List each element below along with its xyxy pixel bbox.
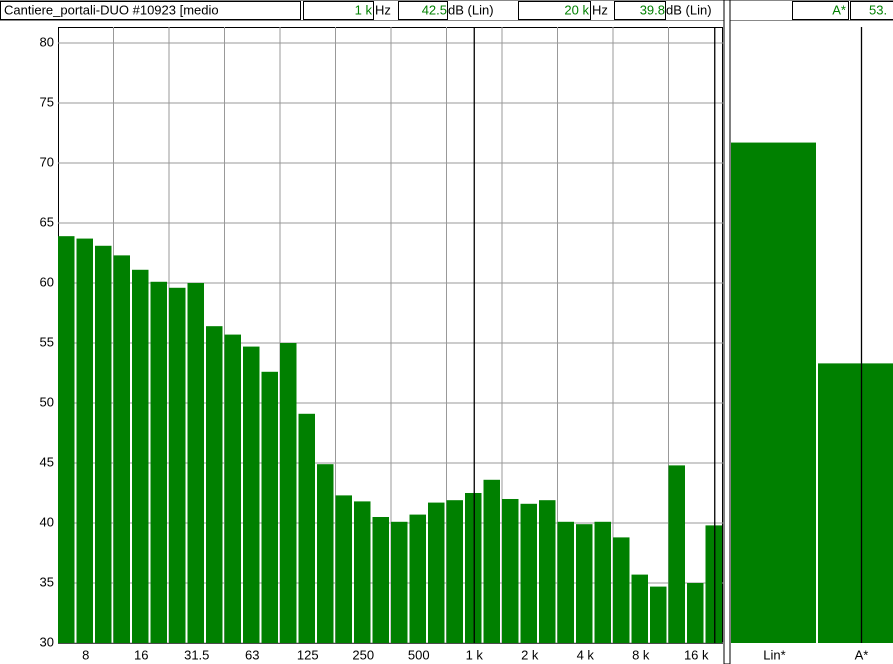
bar [483,479,500,643]
x-tick-label: 63 [245,647,259,662]
x-tick-label: 500 [408,647,430,662]
bar [705,525,722,643]
x-tick-label: 4 k [577,647,595,662]
bar [354,501,371,643]
freq-field [303,1,374,20]
x-tick-label: 8 k [632,647,650,662]
cursor2-freq-unit: Hz [592,2,608,17]
bar [335,495,352,643]
y-tick-label: 65 [40,214,54,229]
x-tick-label: 8 [82,647,89,662]
bar [150,281,167,643]
bar [731,142,816,643]
y-tick-label: 70 [40,154,54,169]
bar [520,503,537,643]
bar [428,502,445,643]
bar [187,282,204,643]
bar [224,334,241,643]
freq-field [518,1,591,20]
bar [465,492,482,643]
bar [502,498,519,643]
bar [631,574,648,643]
bar [818,363,893,643]
x-tick-label: 16 [134,647,148,662]
y-tick-label: 60 [40,274,54,289]
cursor2-level-unit: dB (Lin) [666,2,712,17]
bar [557,521,574,643]
bar [391,521,408,643]
y-tick-label: 35 [40,574,54,589]
level-field [398,1,448,20]
bar [576,524,593,643]
bar [206,326,223,643]
bar [261,371,278,643]
bar [298,413,315,643]
level-field [614,1,666,20]
x-tick-label: 1 k [466,647,484,662]
overall-plot [731,142,893,643]
overall-field [850,1,893,20]
cursor2-freq: 20 k [564,2,589,17]
bar [243,346,260,643]
splitter[interactable] [723,0,731,664]
y-tick-label: 55 [40,334,54,349]
bar [280,342,297,643]
bar [446,500,463,643]
cursor1-level-unit: dB (Lin) [448,2,494,17]
cursor1-freq-unit: Hz [375,2,391,17]
bar [539,500,556,643]
bar [372,516,389,643]
bar [668,465,685,643]
bar [58,236,75,643]
bar [650,586,667,643]
bar [409,514,426,643]
overall-level: 53. [869,2,887,17]
x-tick-label: 250 [352,647,374,662]
x-tick-label: 31.5 [184,647,209,662]
weighting-field [792,1,849,20]
bar [317,464,334,643]
x-tick-label: Lin* [763,647,785,662]
x-tick-label: 2 k [521,647,539,662]
bar [613,537,630,643]
y-tick-label: 45 [40,454,54,469]
y-tick-label: 80 [40,34,54,49]
bar [594,521,611,643]
cursor2-level: 39.8 [640,2,665,17]
bar [169,287,186,643]
y-tick-label: 30 [40,634,54,649]
bar [95,245,112,643]
x-tick-label: 125 [297,647,319,662]
cursor1-freq: 1 k [355,2,373,17]
y-tick-label: 75 [40,94,54,109]
title: Cantiere_portali-DUO #10923 [medio [4,2,219,17]
bar [687,582,704,643]
overall-weighting: A* [832,2,846,17]
y-tick-label: 40 [40,514,54,529]
title-field [0,1,301,20]
bar [76,238,93,644]
bar [132,269,149,643]
x-tick-label: 16 k [684,647,709,662]
bar [113,255,130,644]
x-tick-label: A* [855,647,869,662]
y-tick-label: 50 [40,394,54,409]
cursor1-level: 42.5 [422,2,447,17]
